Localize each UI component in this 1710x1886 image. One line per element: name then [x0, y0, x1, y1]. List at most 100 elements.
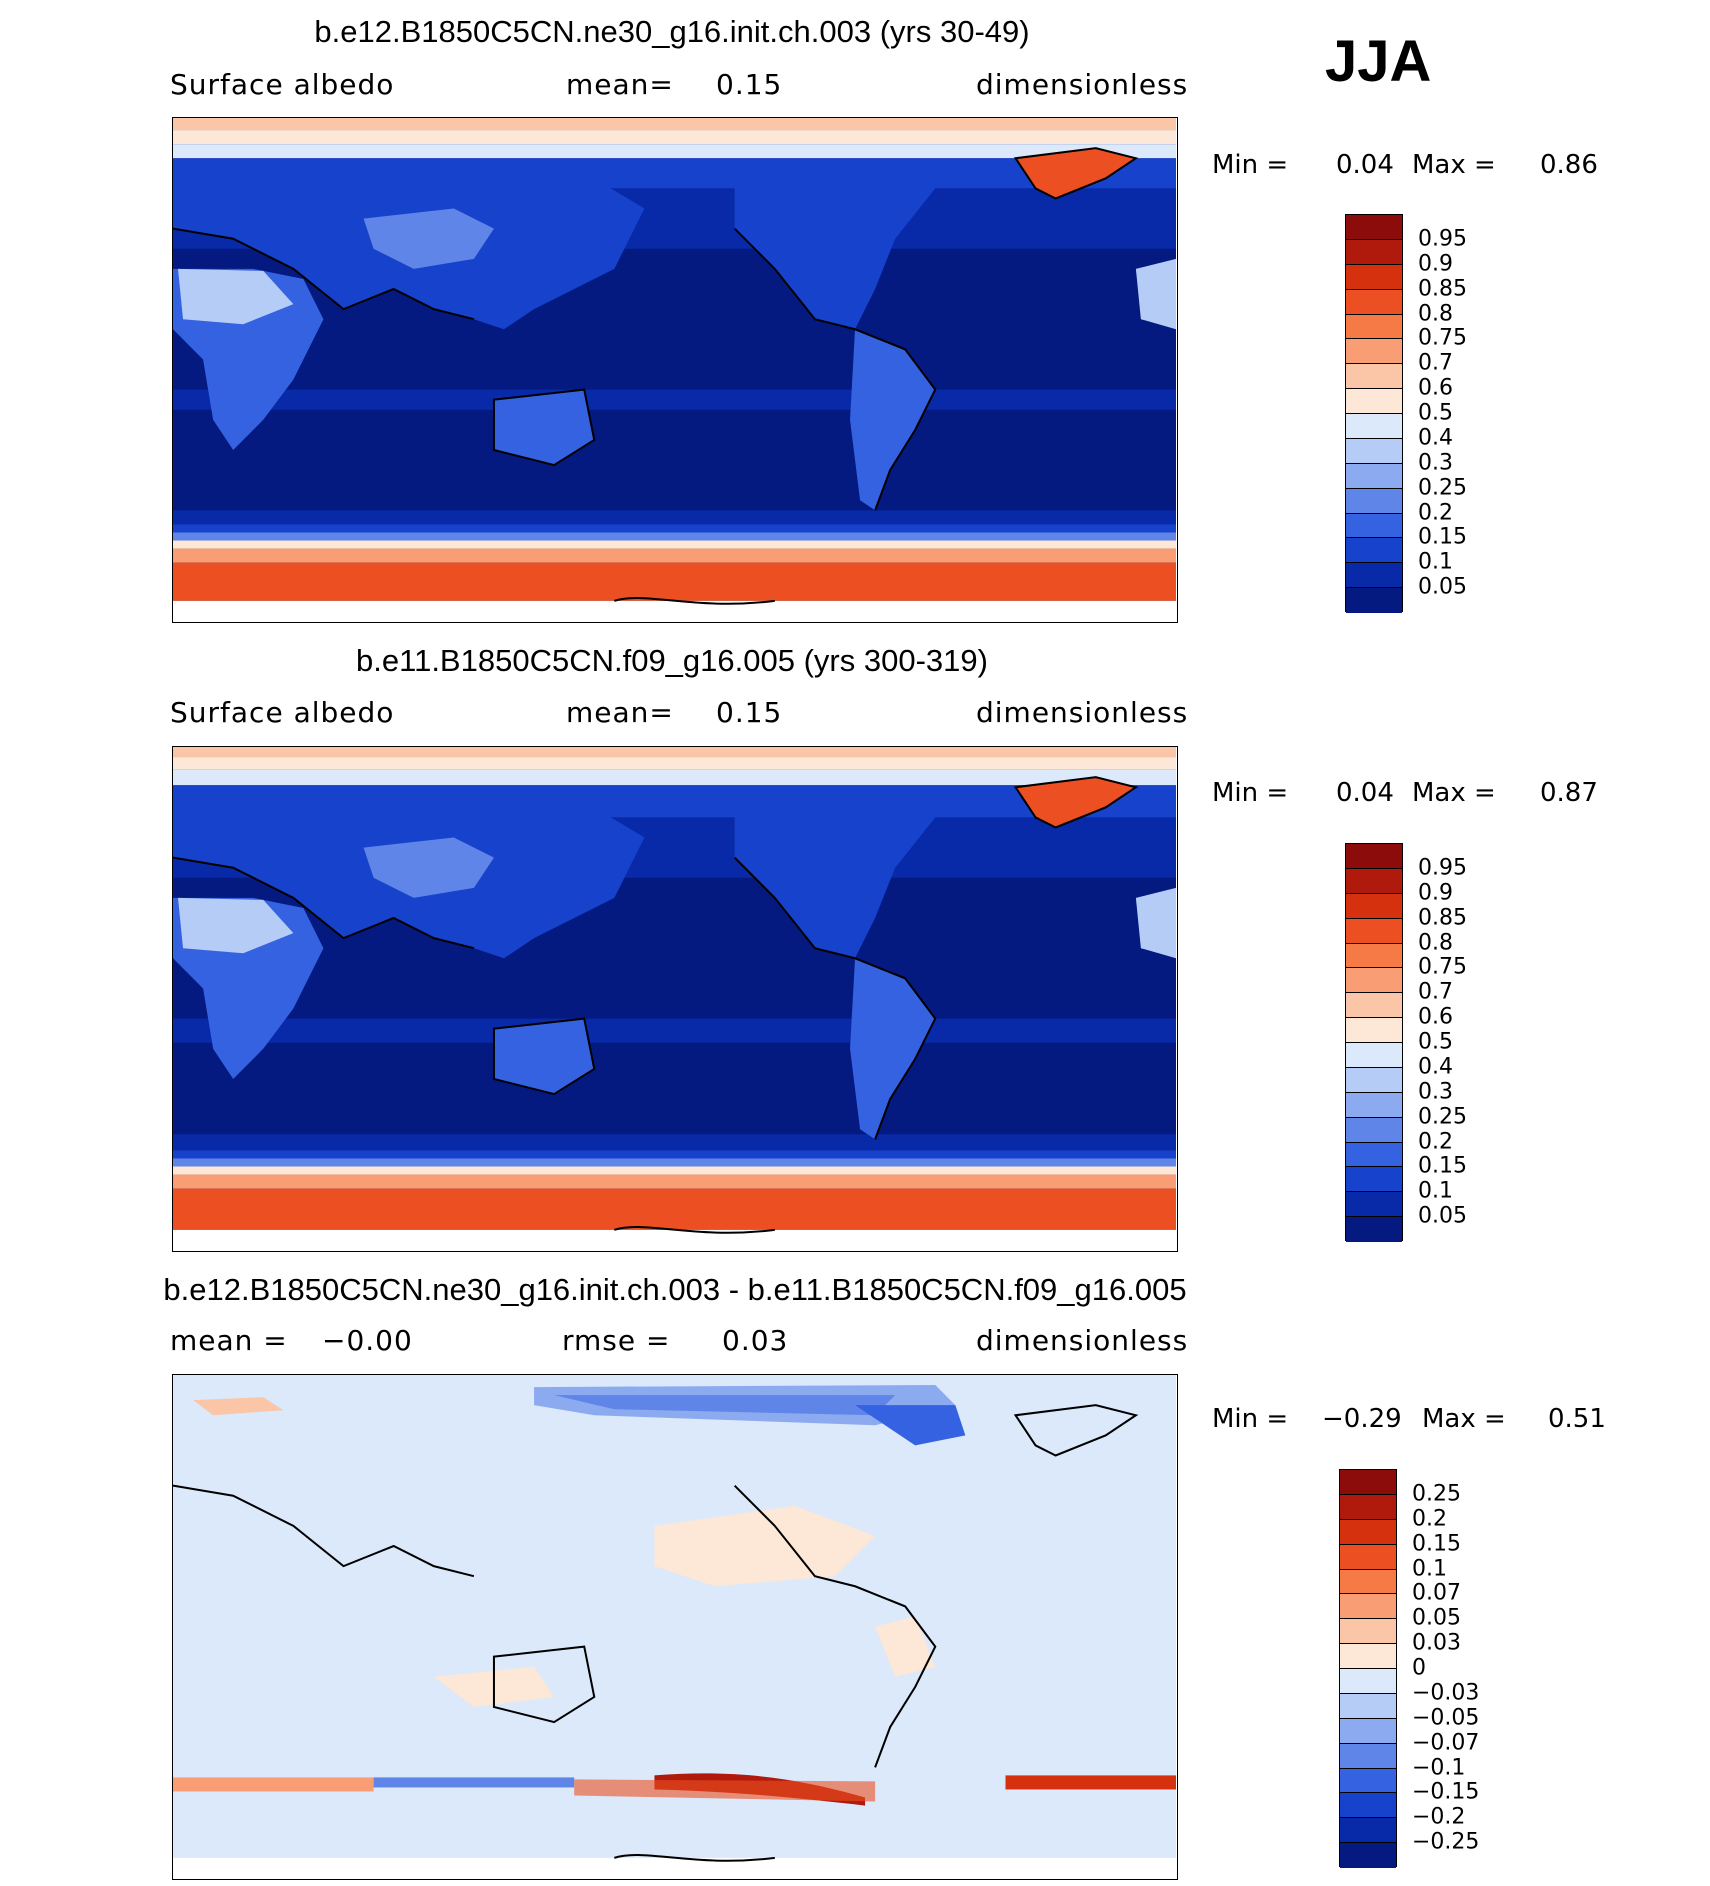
colorbar-tick-label: 0: [1412, 1655, 1426, 1681]
colorbar-swatch: [1346, 1167, 1402, 1193]
panel2-mean-value: 0.15: [716, 696, 783, 729]
colorbar-swatch: [1346, 364, 1402, 390]
colorbar-tick-label: 0.7: [1418, 350, 1453, 376]
colorbar-swatch: [1346, 1092, 1402, 1118]
colorbar-tick-label: 0.2: [1418, 500, 1453, 525]
colorbar-tick-label: 0.8: [1418, 930, 1453, 955]
panel2-max-label: Max =: [1412, 778, 1496, 808]
panel2-units: dimensionless: [976, 696, 1189, 729]
colorbar-tick-label: 0.15: [1412, 1531, 1461, 1557]
colorbar-swatch: [1346, 844, 1402, 869]
panel3-min-label: Min =: [1212, 1404, 1289, 1434]
colorbar-swatch: [1340, 1768, 1396, 1794]
panel3-mean-value: −0.00: [322, 1324, 413, 1357]
panel3-mean-label: mean =: [170, 1324, 288, 1357]
colorbar-tick-label: 0.75: [1418, 325, 1467, 351]
panel1-colorbar: [1345, 214, 1403, 613]
colorbar-tick-label: 0.15: [1418, 524, 1467, 550]
colorbar-tick-label: −0.03: [1412, 1680, 1480, 1706]
panel3-max-value: 0.51: [1548, 1404, 1606, 1434]
panel1-min-value: 0.04: [1336, 150, 1394, 180]
panel2-min-label: Min =: [1212, 778, 1289, 808]
panel1-min-label: Min =: [1212, 150, 1289, 180]
panel2-max-value: 0.87: [1540, 778, 1598, 808]
colorbar-swatch: [1340, 1843, 1396, 1868]
colorbar-tick-label: 0.4: [1418, 425, 1453, 451]
panel1-map: [172, 117, 1178, 623]
colorbar-tick-label: −0.25: [1412, 1829, 1480, 1855]
colorbar-swatch: [1346, 588, 1402, 613]
colorbar-tick-label: 0.95: [1418, 226, 1467, 252]
colorbar-tick-label: 0.05: [1418, 574, 1467, 600]
colorbar-swatch: [1340, 1669, 1396, 1694]
panel1-variable-label: Surface albedo: [170, 68, 395, 101]
panel1-max-label: Max =: [1412, 150, 1496, 180]
panel2-colorbar-labels: 0.95 0.9 0.85 0.8 0.75 0.7 0.6 0.5 0.4 0.3 0.25 0.2…: [1418, 843, 1538, 1241]
colorbar-swatch: [1346, 1117, 1402, 1143]
colorbar-swatch: [1340, 1519, 1396, 1545]
colorbar-tick-label: 0.1: [1418, 1178, 1453, 1204]
colorbar-tick-label: 0.25: [1418, 475, 1467, 501]
colorbar-swatch: [1340, 1743, 1396, 1769]
colorbar-tick-label: 0.2: [1418, 1129, 1453, 1154]
colorbar-swatch: [1346, 1142, 1402, 1168]
colorbar-swatch: [1346, 968, 1402, 994]
panel2-mean-label: mean=: [566, 696, 674, 729]
colorbar-tick-label: 0.6: [1418, 1004, 1453, 1030]
colorbar-swatch: [1346, 918, 1402, 944]
panel1-mean-value: 0.15: [716, 68, 783, 101]
panel3-units: dimensionless: [976, 1324, 1189, 1357]
colorbar-tick-label: 0.7: [1418, 979, 1453, 1005]
colorbar-tick-label: 0.05: [1418, 1203, 1467, 1229]
colorbar-tick-label: −0.1: [1412, 1755, 1466, 1780]
panel2-colorbar: [1345, 843, 1403, 1242]
colorbar-swatch: [1340, 1644, 1396, 1669]
panel3-map: [172, 1374, 1178, 1880]
colorbar-swatch: [1346, 993, 1402, 1019]
colorbar-tick-label: −0.2: [1412, 1804, 1466, 1830]
panel1-units: dimensionless: [976, 68, 1189, 101]
colorbar-swatch: [1346, 1018, 1402, 1043]
colorbar-swatch: [1340, 1544, 1396, 1570]
colorbar-swatch: [1346, 314, 1402, 340]
colorbar-tick-label: 0.85: [1418, 276, 1467, 302]
colorbar-tick-label: 0.9: [1418, 880, 1453, 906]
colorbar-swatch: [1340, 1818, 1396, 1844]
panel3-title: b.e12.B1850C5CN.ne30_g16.init.ch.003 - b…: [163, 1272, 1187, 1307]
panel2-title: b.e11.B1850C5CN.f09_g16.005 (yrs 300-319…: [356, 643, 988, 678]
colorbar-tick-label: 0.3: [1418, 1079, 1453, 1105]
colorbar-swatch: [1346, 1067, 1402, 1093]
colorbar-tick-label: −0.05: [1412, 1705, 1480, 1731]
panel3-colorbar-labels: 0.25 0.2 0.15 0.1 0.07 0.05 0.03 0 −0.03 −0.05 −0.…: [1412, 1469, 1532, 1867]
colorbar-swatch: [1346, 488, 1402, 514]
panel2-min-value: 0.04: [1336, 778, 1394, 808]
colorbar-swatch: [1346, 893, 1402, 919]
panel3-colorbar: [1339, 1469, 1397, 1868]
colorbar-swatch: [1346, 1192, 1402, 1218]
panel1-colorbar-labels: 0.95 0.9 0.85 0.8 0.75 0.7 0.6 0.5 0.4 0.3 0.25 0.2…: [1418, 214, 1538, 612]
panel2-map: [172, 746, 1178, 1252]
colorbar-tick-label: 0.25: [1418, 1104, 1467, 1130]
colorbar-tick-label: 0.8: [1418, 301, 1453, 326]
colorbar-swatch: [1346, 289, 1402, 315]
colorbar-tick-label: 0.5: [1418, 400, 1453, 426]
colorbar-swatch: [1340, 1619, 1396, 1645]
colorbar-tick-label: 0.9: [1418, 251, 1453, 277]
colorbar-tick-label: 0.5: [1418, 1029, 1453, 1055]
panel1-title: b.e12.B1850C5CN.ne30_g16.init.ch.003 (yr…: [314, 14, 1030, 49]
colorbar-swatch: [1346, 1043, 1402, 1068]
panel3-max-label: Max =: [1422, 1404, 1506, 1434]
panel1-max-value: 0.86: [1540, 150, 1598, 180]
colorbar-swatch: [1346, 264, 1402, 290]
colorbar-tick-label: 0.07: [1412, 1580, 1461, 1606]
colorbar-tick-label: 0.3: [1418, 450, 1453, 476]
colorbar-tick-label: 0.85: [1418, 905, 1467, 931]
colorbar-swatch: [1346, 538, 1402, 564]
colorbar-swatch: [1346, 438, 1402, 464]
colorbar-tick-label: 0.05: [1412, 1605, 1461, 1631]
colorbar-swatch: [1346, 563, 1402, 589]
colorbar-tick-label: 0.25: [1412, 1481, 1461, 1507]
colorbar-swatch: [1346, 943, 1402, 969]
panel2-variable-label: Surface albedo: [170, 696, 395, 729]
colorbar-swatch: [1340, 1569, 1396, 1595]
